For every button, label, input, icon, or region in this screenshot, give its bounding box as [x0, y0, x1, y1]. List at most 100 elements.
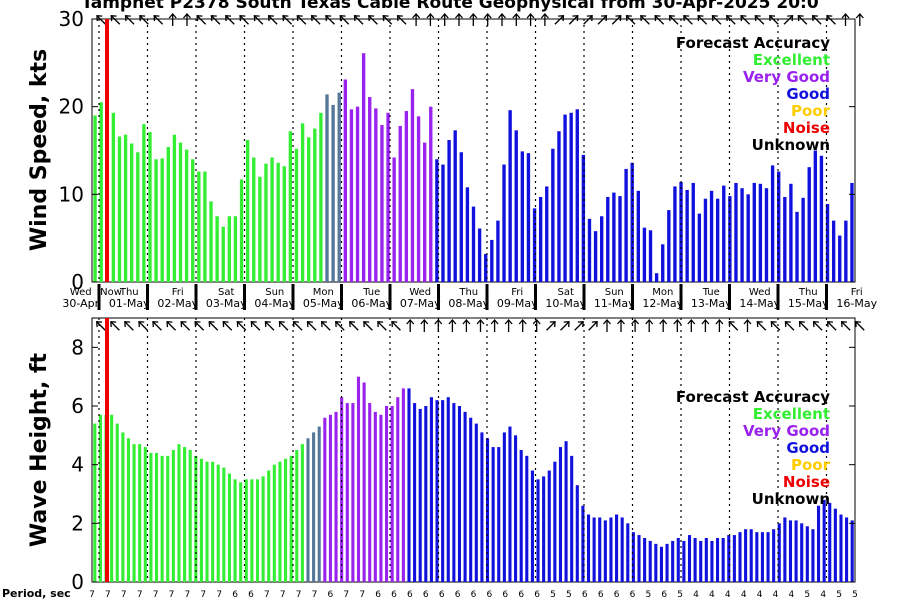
- period-value: 5: [677, 590, 683, 600]
- bar: [502, 432, 506, 582]
- period-value: 7: [359, 590, 365, 600]
- bar: [600, 216, 604, 282]
- bar: [227, 473, 231, 582]
- bar: [351, 403, 355, 582]
- bar: [284, 458, 288, 582]
- bar: [764, 188, 769, 282]
- bar: [136, 152, 140, 282]
- bar: [362, 382, 366, 582]
- bar: [697, 213, 702, 282]
- bar: [258, 176, 262, 282]
- day-name: Wed: [409, 287, 431, 298]
- bar: [746, 194, 750, 282]
- direction-arrow: [462, 319, 471, 332]
- direction-arrow: [611, 15, 622, 25]
- bar: [300, 444, 304, 582]
- period-value: 4: [741, 590, 747, 600]
- period-value: 6: [423, 590, 429, 600]
- direction-arrow: [783, 15, 794, 25]
- bar: [410, 89, 415, 282]
- period-value: 6: [598, 590, 604, 600]
- legend-item: Excellent: [753, 405, 830, 423]
- bar: [508, 110, 512, 282]
- day-separator: [437, 284, 440, 310]
- direction-arrow: [784, 321, 795, 331]
- bar: [319, 112, 323, 282]
- direction-arrow: [282, 15, 293, 25]
- legend-item: Unknown: [752, 490, 830, 508]
- now-label: Now: [100, 287, 122, 298]
- period-value: 7: [153, 590, 159, 600]
- direction-arrow: [292, 321, 303, 331]
- direction-arrow: [490, 319, 499, 332]
- direction-arrow: [715, 319, 724, 332]
- bar: [188, 450, 192, 582]
- bar: [575, 109, 579, 282]
- bar: [199, 458, 203, 582]
- direction-arrow: [306, 321, 317, 331]
- bar: [267, 470, 271, 582]
- direction-arrow: [617, 319, 625, 332]
- bar: [620, 517, 624, 582]
- bar: [233, 479, 237, 582]
- legend-item: Unknown: [752, 136, 830, 154]
- period-value: 5: [550, 590, 556, 600]
- bar: [288, 131, 293, 282]
- bar: [380, 125, 384, 282]
- bar: [306, 438, 310, 582]
- bar: [691, 182, 695, 282]
- period-value: 7: [121, 590, 127, 600]
- bar: [825, 203, 830, 282]
- bar: [312, 432, 316, 582]
- bar: [264, 163, 268, 282]
- period-value: 6: [391, 590, 397, 600]
- wind-y-axis-label: Wind Speed, kts: [27, 49, 52, 251]
- bar: [209, 201, 213, 282]
- bar: [465, 187, 470, 282]
- bar: [538, 196, 543, 282]
- direction-arrow: [840, 321, 851, 331]
- bar: [261, 476, 265, 582]
- direction-arrow: [583, 15, 593, 25]
- bar: [276, 162, 280, 282]
- bar: [734, 182, 738, 282]
- day-name: Sun: [265, 287, 284, 298]
- period-value: 4: [773, 590, 779, 600]
- bar: [758, 183, 763, 282]
- bar: [807, 167, 811, 282]
- bar: [721, 538, 725, 582]
- day-date: 01-May: [109, 297, 150, 310]
- bar: [822, 499, 826, 582]
- bar: [93, 423, 97, 582]
- direction-arrow: [476, 319, 485, 332]
- day-date: 07-May: [400, 297, 441, 310]
- bar: [99, 102, 103, 282]
- period-value: 4: [709, 590, 715, 600]
- bar: [154, 159, 158, 282]
- bar: [553, 461, 557, 582]
- bar: [570, 455, 574, 582]
- period-value: 7: [264, 590, 270, 600]
- day-separator: [679, 284, 683, 310]
- bar: [722, 185, 726, 282]
- bar: [592, 517, 596, 582]
- bar: [203, 171, 207, 282]
- direction-arrow: [797, 15, 808, 25]
- bar: [490, 239, 494, 282]
- bar: [520, 151, 525, 282]
- bar: [385, 406, 389, 582]
- bar: [631, 532, 635, 582]
- direction-arrow: [166, 321, 177, 331]
- bar: [833, 508, 837, 582]
- bar: [211, 461, 215, 582]
- direction-arrow: [396, 15, 407, 25]
- bar: [123, 134, 128, 282]
- bar: [422, 142, 427, 282]
- direction-arrow: [483, 13, 492, 26]
- direction-arrow: [640, 15, 650, 25]
- period-value: 6: [582, 590, 588, 600]
- bar: [361, 53, 366, 282]
- bar: [801, 197, 805, 282]
- period-value: 4: [820, 590, 826, 600]
